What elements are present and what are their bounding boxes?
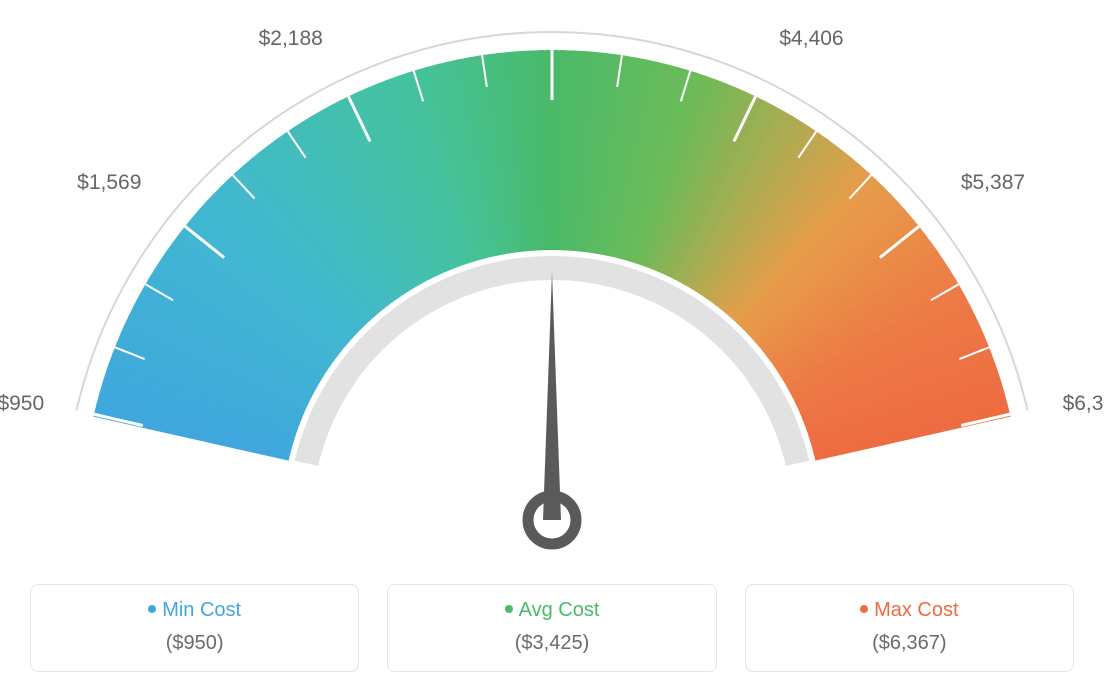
legend-dot-icon [505,605,513,613]
legend-title-avg: Avg Cost [398,599,705,622]
legend-title-min: Min Cost [41,599,348,622]
legend-dot-icon [860,605,868,613]
legend-title-text: Min Cost [162,599,241,621]
gauge-area: $950$1,569$2,188$3,425$4,406$5,387$6,367 [0,0,1104,570]
gauge-label: $6,367 [1063,392,1104,416]
legend-title-text: Avg Cost [519,599,600,621]
legend-value-avg: ($3,425) [398,632,705,655]
gauge-label: $5,387 [961,171,1025,195]
gauge-label: $1,569 [77,171,141,195]
legend-title-text: Max Cost [874,599,958,621]
gauge-svg [0,0,1104,570]
legend-value-min: ($950) [41,632,348,655]
gauge-label: $4,406 [779,27,843,51]
legend-card-avg: Avg Cost ($3,425) [387,584,716,672]
gauge-label: $2,188 [259,27,323,51]
gauge-needle [543,272,561,520]
legend-dot-icon [148,605,156,613]
legend-card-max: Max Cost ($6,367) [745,584,1074,672]
legend-value-max: ($6,367) [756,632,1063,655]
gauge-label: $950 [0,392,44,416]
cost-gauge-container: $950$1,569$2,188$3,425$4,406$5,387$6,367… [0,0,1104,690]
legend-card-min: Min Cost ($950) [30,584,359,672]
legend-row: Min Cost ($950) Avg Cost ($3,425) Max Cost ($… [30,584,1074,672]
legend-title-max: Max Cost [756,599,1063,622]
